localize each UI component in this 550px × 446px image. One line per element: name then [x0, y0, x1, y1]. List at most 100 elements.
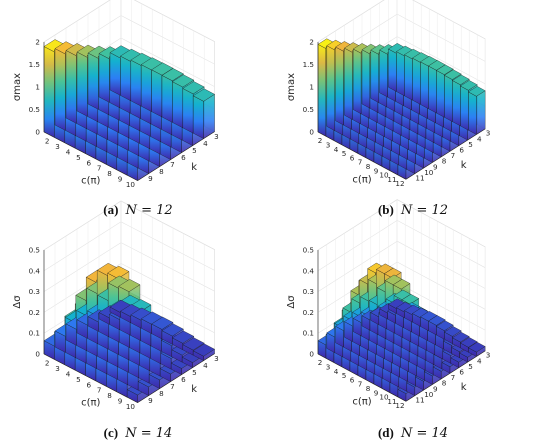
z-tick-label: 0 — [35, 128, 40, 137]
panel-b-chart: 00.511.522 3 4 5 6 7 8 9 10111234567891011c(π)kσ… — [286, 0, 490, 188]
z-axis-label: Δσ — [12, 295, 23, 309]
c-tick-label: 2 — [318, 136, 323, 145]
grid-line — [133, 0, 215, 42]
c-tick-label: 8 — [366, 384, 371, 393]
c-tick-label: 9 — [374, 166, 379, 175]
z-tick-label: 0.5 — [29, 246, 40, 255]
bar-front-face — [54, 48, 66, 131]
c-tick-label: 3 — [55, 142, 60, 151]
bar-front-face — [182, 88, 194, 134]
bar-top-face — [392, 278, 411, 290]
bar-front-face — [428, 65, 437, 114]
k-tick-label: 6 — [181, 375, 186, 384]
bar-front-face — [379, 49, 388, 98]
c-tick-label: 10 — [379, 393, 389, 402]
k-tick-label: 5 — [192, 368, 197, 377]
c-tick-label: 3 — [326, 362, 331, 371]
bar-top-face — [460, 80, 478, 91]
panel-b-bars — [317, 38, 486, 180]
grid-line — [120, 37, 215, 87]
bar-front-face — [161, 75, 173, 123]
bar-front-face — [420, 61, 429, 109]
grid-line — [412, 0, 486, 40]
bar-top-face — [107, 265, 130, 279]
bar-front-face — [130, 59, 142, 107]
k-tick-label: 3 — [486, 351, 491, 360]
bar-top-face — [384, 267, 402, 279]
bar-front-face — [396, 51, 405, 97]
c-tick-label: 2 — [318, 358, 323, 367]
bar-front-face — [76, 51, 88, 117]
c-tick-label: 4 — [66, 148, 71, 157]
c-tick-label: 3 — [55, 364, 60, 373]
k-tick-label: 4 — [203, 139, 208, 148]
bar — [468, 341, 486, 357]
z-tick-label: 1 — [35, 83, 40, 92]
bar-top-face — [151, 316, 174, 330]
y-axis-label: k — [191, 384, 197, 395]
z-tick-label: 0 — [309, 350, 314, 359]
k-tick-label: 6 — [459, 146, 464, 155]
k-tick-label: 6 — [181, 153, 186, 162]
k-tick-label: 3 — [214, 132, 219, 141]
c-tick-label: 9 — [374, 388, 379, 397]
y-axis-label: k — [461, 160, 467, 171]
caption-d: (d) N = 14 — [378, 425, 448, 441]
z-tick-label: 0.3 — [29, 287, 40, 296]
bar-front-face — [193, 95, 204, 139]
bar — [468, 86, 486, 135]
bar-front-face — [353, 48, 362, 115]
grid-line — [317, 0, 385, 43]
bar-front-face — [172, 81, 183, 129]
panel-b-axes: 00.511.522 3 4 5 6 7 8 9 10111234567891011c(π)kσ… — [286, 38, 490, 189]
bar-front-face — [326, 45, 335, 131]
bar-front-face — [43, 46, 55, 138]
c-tick-label: 6 — [350, 375, 355, 384]
c-tick-label: 5 — [342, 371, 347, 380]
grid-line — [397, 220, 486, 268]
grid-line — [120, 242, 215, 292]
bar-top-face — [192, 343, 215, 357]
x-axis-label: c(π) — [81, 397, 100, 408]
bar-top-face — [436, 320, 454, 331]
k-tick-label: 8 — [159, 167, 164, 176]
bar-front-face — [388, 48, 397, 92]
z-tick-label: 0.2 — [29, 308, 40, 317]
c-tick-label: 3 — [326, 140, 331, 149]
z-axis-label: σmax — [12, 73, 23, 101]
grid-line — [397, 261, 486, 310]
bar-front-face — [120, 55, 131, 102]
bar-top-face — [452, 74, 470, 86]
grid-line — [397, 36, 486, 85]
bar-side-face — [203, 93, 215, 139]
c-tick-label: 10 — [379, 171, 389, 180]
y-axis-line — [405, 128, 486, 180]
bar-front-face — [335, 46, 344, 126]
caption-c: (c) N = 14 — [104, 425, 173, 441]
bar-front-face — [468, 91, 477, 135]
k-tick-label: 8 — [442, 379, 447, 388]
c-tick-label: 7 — [358, 380, 363, 389]
c-tick-label: 5 — [76, 375, 81, 384]
c-tick-label: 9 — [118, 175, 123, 184]
x-axis-label: c(π) — [81, 175, 100, 186]
z-tick-label: 1.5 — [29, 60, 40, 69]
z-tick-label: 1.5 — [303, 60, 314, 69]
k-tick-label: 4 — [477, 356, 482, 365]
bar-top-face — [468, 341, 486, 353]
x-axis-line — [43, 131, 138, 181]
c-tick-label: 11 — [387, 397, 396, 406]
c-tick-label: 12 — [395, 401, 404, 410]
caption-b: (b) N = 12 — [378, 202, 448, 218]
bar-top-face — [161, 323, 184, 337]
c-tick-label: 5 — [342, 149, 347, 158]
c-tick-label: 4 — [334, 145, 339, 154]
bar-top-face — [444, 326, 462, 337]
k-tick-label: 9 — [433, 384, 438, 393]
bar-top-face — [436, 64, 454, 75]
z-tick-label: 0.5 — [303, 105, 314, 114]
panel-a-bars — [43, 39, 215, 181]
grid-line — [43, 221, 122, 272]
c-tick-label: 9 — [118, 397, 123, 406]
